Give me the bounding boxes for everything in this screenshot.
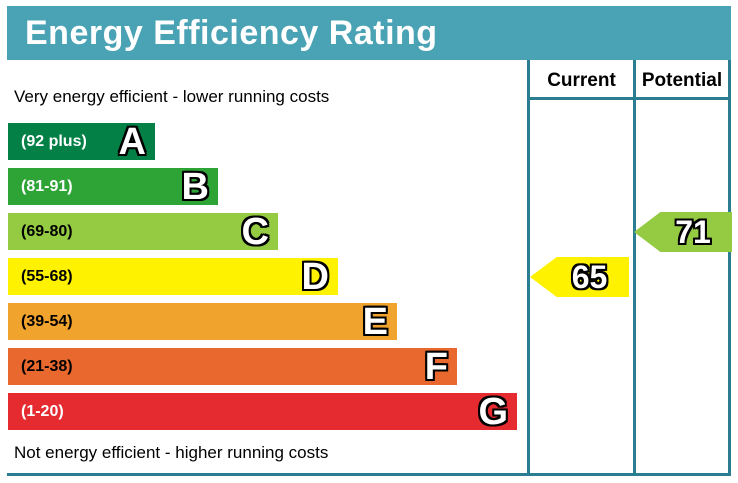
header-underline <box>527 97 731 100</box>
chart-title-bar: Energy Efficiency Rating <box>7 6 731 60</box>
band-C: (69-80) C <box>8 210 278 253</box>
band-range-label: (1-20) <box>21 402 64 420</box>
band-letter: C <box>241 210 269 253</box>
band-letter: A <box>118 120 146 163</box>
column-divider-middle <box>633 60 636 476</box>
band-range-label: (21-38) <box>21 357 73 375</box>
bottom-note: Not energy efficient - higher running co… <box>14 443 329 462</box>
table-bottom-border <box>7 473 731 476</box>
top-note: Very energy efficient - lower running co… <box>14 87 330 106</box>
band-F: (21-38) F <box>8 345 457 388</box>
band-G: (1-20) G <box>8 390 517 433</box>
potential-column-header: Potential <box>641 70 723 91</box>
current-rating-value: 65 <box>571 259 608 295</box>
band-letter: F <box>424 345 448 388</box>
band-range-label: (55-68) <box>21 267 73 285</box>
band-E: (39-54) E <box>8 300 397 343</box>
band-D: (55-68) D <box>8 255 338 298</box>
current-rating-arrow: 65 <box>530 257 629 297</box>
band-letter: D <box>301 255 329 298</box>
potential-rating-value: 71 <box>675 214 711 250</box>
chart-title: Energy Efficiency Rating <box>25 13 438 52</box>
band-B: (81-91) B <box>8 165 218 208</box>
band-letter: G <box>478 390 508 433</box>
band-range-label: (81-91) <box>21 177 73 195</box>
band-range-label: (69-80) <box>21 222 73 240</box>
band-range-label: (39-54) <box>21 312 73 330</box>
band-letter: B <box>181 165 209 208</box>
potential-rating-arrow: 71 <box>634 212 732 252</box>
band-letter: E <box>362 300 388 343</box>
band-A: (92 plus) A <box>8 120 155 163</box>
current-column-header: Current <box>547 70 616 91</box>
table-right-border <box>728 60 731 476</box>
band-range-label: (92 plus) <box>21 132 87 150</box>
column-divider-left <box>527 60 530 476</box>
